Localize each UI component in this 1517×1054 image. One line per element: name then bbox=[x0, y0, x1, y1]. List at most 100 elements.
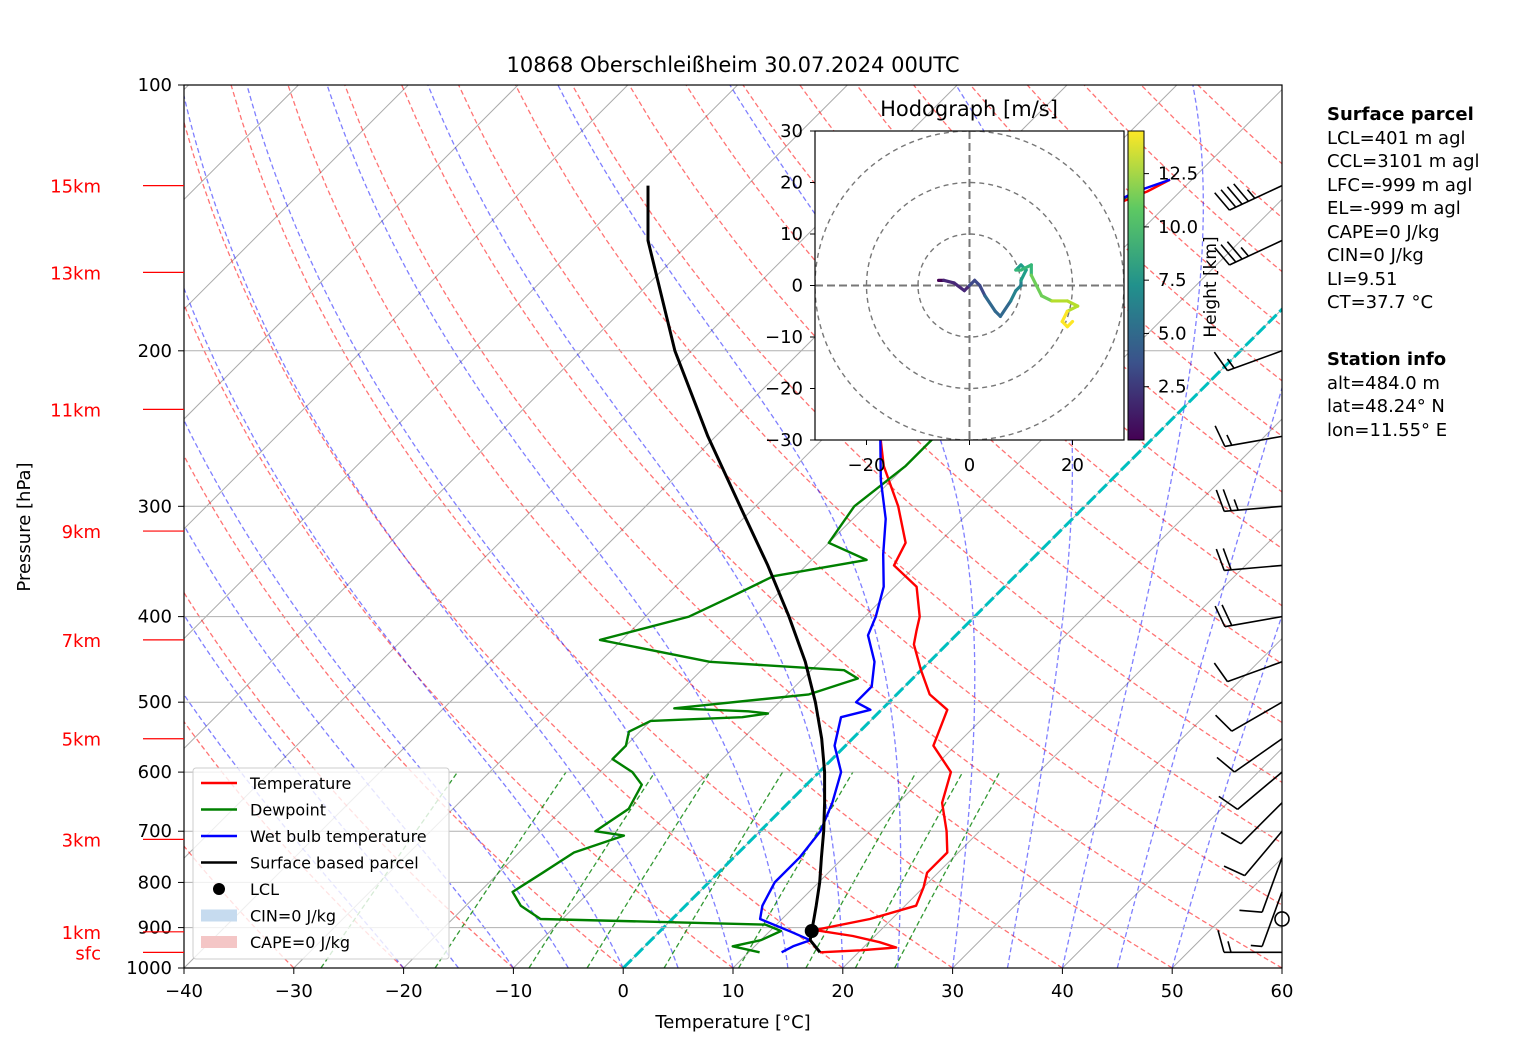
wind-barb bbox=[1223, 830, 1283, 877]
station-info-heading: Station info bbox=[1327, 349, 1447, 370]
moist-adiabat-line bbox=[184, 93, 679, 968]
height-label: 9km bbox=[62, 522, 101, 543]
dry-adiabat-line bbox=[458, 85, 1282, 906]
parcel-stat: CAPE=0 J/kg bbox=[1327, 221, 1440, 243]
height-label: 5km bbox=[62, 730, 101, 751]
station-info-panel: Station info alt=484.0 m lat=48.24° N lo… bbox=[1327, 348, 1447, 442]
zero-isotherm-line bbox=[622, 307, 1282, 968]
barb-shaft bbox=[1224, 564, 1283, 572]
wind-barb bbox=[1214, 183, 1283, 211]
hodograph-segment bbox=[1039, 294, 1054, 303]
barb-half-flag bbox=[1250, 944, 1263, 948]
wind-barb bbox=[1239, 857, 1283, 913]
barb-shaft bbox=[1224, 435, 1283, 448]
hodograph-segment bbox=[983, 294, 997, 313]
x-tick-label: 40 bbox=[1051, 981, 1074, 1002]
height-label: 15km bbox=[50, 177, 101, 198]
surface-parcel-panel: Surface parcel LCL=401 m agl CCL=3101 m … bbox=[1327, 103, 1480, 315]
height-label: 11km bbox=[50, 400, 101, 421]
surface-parcel-heading: Surface parcel bbox=[1327, 104, 1474, 125]
isotherm-line bbox=[732, 418, 1282, 968]
barb-shaft bbox=[1224, 615, 1283, 628]
legend-marker bbox=[213, 883, 225, 895]
barb-flag bbox=[1214, 192, 1231, 211]
wind-barb bbox=[1215, 701, 1283, 732]
y-tick-label: 600 bbox=[138, 762, 172, 783]
barb-flag bbox=[1215, 714, 1233, 732]
moist-adiabat-line bbox=[427, 85, 844, 968]
station-stat: lon=11.55° E bbox=[1327, 419, 1448, 441]
barb-shaft bbox=[1224, 505, 1283, 513]
legend-swatch bbox=[201, 936, 237, 948]
height-label: 3km bbox=[62, 830, 101, 851]
hodograph-x-tick-label: 0 bbox=[964, 455, 975, 476]
barb-shaft bbox=[1231, 701, 1283, 732]
wind-barb bbox=[1220, 802, 1283, 845]
moist-adiabat-line bbox=[184, 418, 569, 968]
barb-shaft bbox=[1240, 802, 1283, 845]
hodograph-segment bbox=[1029, 273, 1039, 288]
hodograph-segment bbox=[1019, 263, 1033, 272]
calm-wind-marker bbox=[1274, 911, 1290, 927]
moist-adiabat-line bbox=[326, 85, 789, 968]
wind-barb bbox=[1215, 548, 1283, 572]
barb-shaft bbox=[1261, 891, 1283, 947]
moist-adiabat-line bbox=[246, 85, 734, 968]
isotherm-line bbox=[184, 85, 738, 640]
legend-label: LCL bbox=[250, 880, 279, 899]
isotherm-line bbox=[842, 528, 1282, 968]
moist-adiabat-line bbox=[1171, 613, 1282, 968]
parcel-stat: EL=-999 m agl bbox=[1327, 198, 1461, 219]
colorbar-tick-label: 10.0 bbox=[1158, 217, 1198, 238]
hodograph-segment bbox=[998, 299, 1013, 318]
hodograph-y-tick-label: −10 bbox=[765, 327, 803, 348]
mixing-ratio-line bbox=[894, 771, 1001, 968]
legend-label: Wet bulb temperature bbox=[250, 827, 427, 846]
hodograph-segment bbox=[1009, 289, 1018, 303]
wind-barbs bbox=[1213, 183, 1290, 954]
barb-half-flag bbox=[1246, 189, 1256, 199]
hodograph-segment bbox=[1065, 304, 1080, 313]
barb-shaft bbox=[1237, 771, 1283, 811]
colorbar bbox=[1127, 130, 1145, 441]
legend-label: Surface based parcel bbox=[250, 854, 419, 873]
legend: Temperature Dewpoint Wet bulb temperature S… bbox=[192, 767, 450, 960]
barb-shaft bbox=[1227, 350, 1283, 372]
series-line bbox=[646, 185, 827, 954]
colorbar-tick-label: 5.0 bbox=[1158, 323, 1187, 344]
barb-half-flag bbox=[1226, 358, 1235, 369]
colorbar-tick-label: 2.5 bbox=[1158, 377, 1187, 398]
x-tick-label: 30 bbox=[941, 981, 964, 1002]
hodograph-x-tick-label: −20 bbox=[848, 455, 886, 476]
barb-flag bbox=[1217, 930, 1225, 953]
barb-flag bbox=[1218, 795, 1239, 811]
parcel-stat: CT=37.7 °C bbox=[1327, 292, 1434, 313]
barb-flag bbox=[1221, 604, 1233, 626]
barb-flag bbox=[1213, 351, 1229, 372]
legend-label: CIN=0 J/kg bbox=[250, 907, 336, 926]
x-tick-label: 60 bbox=[1271, 981, 1294, 1002]
barb-half-flag bbox=[1240, 246, 1250, 257]
hodograph-segment bbox=[1034, 283, 1044, 298]
wind-barb bbox=[1215, 489, 1283, 513]
moist-adiabat-line bbox=[557, 85, 902, 968]
x-tick-label: 20 bbox=[831, 981, 854, 1002]
wind-barb bbox=[1214, 239, 1283, 266]
station-stat: lat=48.24° N bbox=[1327, 396, 1445, 417]
x-tick-label: −40 bbox=[165, 981, 203, 1002]
mixing-ratio-line bbox=[434, 771, 567, 968]
moist-adiabat-line bbox=[1116, 385, 1282, 968]
hodograph-title: Hodograph [m/s] bbox=[880, 97, 1058, 121]
barb-flag bbox=[1222, 548, 1232, 571]
dry-adiabat-line bbox=[230, 85, 953, 968]
hodograph-segment bbox=[1019, 268, 1028, 282]
dry-adiabat-line bbox=[184, 454, 624, 968]
wind-barb bbox=[1218, 771, 1283, 811]
barb-shaft bbox=[1229, 239, 1283, 266]
axes-ticks: −40 −30 −20 −10 0 10 20 30 40 50 60100200300400500… bbox=[126, 75, 1293, 1002]
barb-flag bbox=[1215, 548, 1225, 571]
y-tick-label: 100 bbox=[138, 75, 172, 96]
dry-adiabat-line bbox=[571, 85, 1282, 784]
height-label: 1km bbox=[62, 923, 101, 944]
hodograph-y-tick-label: −30 bbox=[765, 430, 803, 451]
